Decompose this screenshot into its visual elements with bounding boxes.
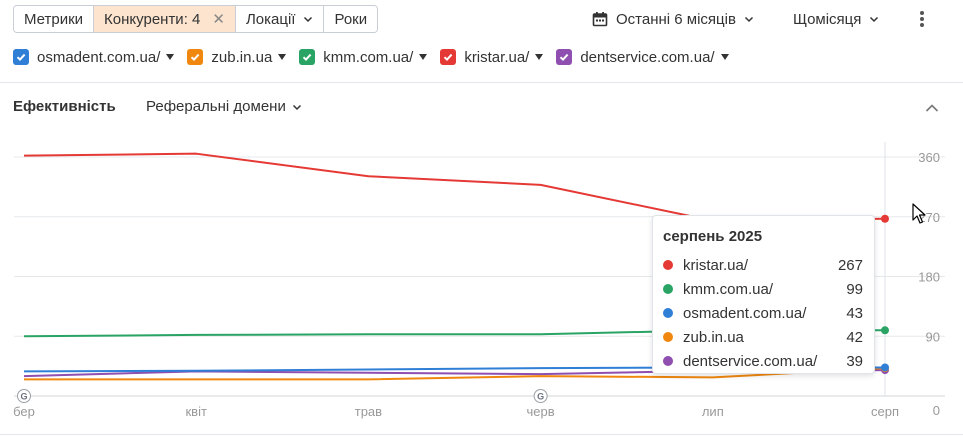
metric-dropdown[interactable]: Реферальні домени — [146, 98, 302, 115]
chevron-down-icon — [870, 16, 879, 23]
more-options-icon[interactable] — [914, 9, 930, 29]
x-tick-label: квіт — [185, 404, 206, 419]
legend-item[interactable]: dentservice.com.ua/ — [556, 48, 729, 66]
checkbox-icon[interactable] — [299, 49, 316, 65]
divider — [0, 434, 963, 435]
checkbox-icon[interactable] — [556, 49, 573, 65]
tooltip-value: 42 — [846, 328, 863, 346]
tooltip-row: kristar.ua/267 — [663, 253, 863, 277]
competitors-label: Конкуренти: 4 — [104, 10, 201, 28]
legend-item[interactable]: kristar.ua/ — [440, 48, 544, 66]
legend-label: osmadent.com.ua/ — [37, 48, 161, 66]
series-line — [23, 152, 886, 222]
chart-tooltip: серпень 2025 kristar.ua/267 kmm.com.ua/99… — [652, 215, 875, 374]
annotation-marker — [533, 389, 548, 403]
tooltip-row: zub.in.ua 42 — [663, 325, 863, 349]
chevron-up-icon[interactable] — [925, 101, 939, 115]
series-dot-icon — [663, 332, 673, 342]
series-dot-icon — [663, 308, 673, 318]
tooltip-value: 39 — [846, 352, 863, 370]
caret-down-icon[interactable] — [278, 54, 287, 60]
interval-dropdown[interactable]: Щомісяця — [793, 5, 879, 33]
y-tick-label: 180 — [918, 270, 940, 285]
checkbox-icon[interactable] — [187, 49, 204, 65]
period-label: Останні 6 місяців — [616, 10, 736, 28]
caret-down-icon[interactable] — [419, 54, 428, 60]
series-point — [881, 326, 889, 335]
close-icon[interactable]: ✕ — [212, 11, 225, 28]
tooltip-series-name: zub.in.ua — [683, 328, 744, 346]
legend-label: zub.in.ua — [211, 48, 273, 66]
legend-item[interactable]: kmm.com.ua/ — [299, 48, 428, 66]
series-dot-icon — [663, 284, 673, 294]
checkbox-icon[interactable] — [13, 49, 29, 65]
series-point — [881, 214, 889, 223]
mouse-cursor-icon — [912, 203, 926, 224]
legend-item[interactable]: zub.in.ua — [187, 48, 287, 66]
tooltip-series-name: osmadent.com.ua/ — [683, 304, 807, 322]
tooltip-title: серпень 2025 — [663, 228, 763, 245]
period-dropdown[interactable]: Останні 6 місяців — [592, 5, 754, 33]
locations-dropdown[interactable]: Локації — [235, 6, 325, 32]
years-button[interactable]: Роки — [324, 6, 378, 32]
annotation-label: G — [537, 392, 544, 402]
section-title: Ефективність — [13, 98, 116, 115]
divider — [0, 82, 963, 83]
x-tick-label: трав — [355, 404, 382, 419]
legend-label: kristar.ua/ — [464, 48, 530, 66]
x-tick-label: лип — [702, 404, 724, 419]
legend-item[interactable]: osmadent.com.ua/ — [13, 48, 175, 66]
competitors-filter[interactable]: Конкуренти: 4 ✕ — [94, 6, 236, 32]
caret-down-icon[interactable] — [720, 54, 729, 60]
tooltip-series-name: kristar.ua/ — [683, 256, 749, 274]
legend-label: dentservice.com.ua/ — [580, 48, 715, 66]
chevron-down-icon — [744, 16, 753, 23]
series-point — [881, 363, 889, 372]
tooltip-row: kmm.com.ua/99 — [663, 277, 863, 301]
interval-label: Щомісяця — [793, 10, 862, 28]
annotation-label: G — [20, 392, 27, 402]
chevron-down-icon — [292, 104, 301, 110]
caret-down-icon[interactable] — [166, 54, 175, 60]
metrics-button[interactable]: Метрики — [14, 6, 95, 32]
chart-legend: osmadent.com.ua/zub.in.ua kmm.com.ua/kris… — [13, 46, 742, 68]
series-dot-icon — [663, 356, 673, 366]
series-dot-icon — [663, 260, 673, 270]
calendar-icon — [592, 12, 608, 27]
y-tick-label: 360 — [918, 150, 940, 165]
caret-down-icon[interactable] — [535, 54, 544, 60]
x-tick-label: черв — [527, 404, 555, 419]
tooltip-row: osmadent.com.ua/43 — [663, 301, 863, 325]
tooltip-value: 43 — [846, 304, 863, 322]
legend-label: kmm.com.ua/ — [323, 48, 414, 66]
tooltip-series-name: dentservice.com.ua/ — [683, 352, 818, 370]
y-tick-label: 0 — [933, 403, 940, 418]
years-label: Роки — [334, 10, 368, 28]
filter-bar: Метрики Конкуренти: 4 ✕ Локації Роки — [13, 5, 379, 33]
chevron-down-icon — [304, 16, 313, 23]
metrics-label: Метрики — [24, 10, 84, 28]
checkbox-icon[interactable] — [440, 49, 457, 65]
x-tick-label: бер — [13, 404, 35, 419]
metric-label: Реферальні домени — [146, 98, 286, 115]
locations-label: Локації — [245, 10, 296, 28]
series-line — [24, 367, 886, 381]
tooltip-value: 267 — [837, 256, 863, 274]
tooltip-series-name: kmm.com.ua/ — [683, 280, 774, 298]
annotation-marker — [17, 389, 31, 403]
x-tick-label: серп — [871, 404, 899, 419]
tooltip-value: 99 — [846, 280, 863, 298]
y-tick-label: 90 — [926, 329, 940, 344]
tooltip-row: dentservice.com.ua/39 — [663, 349, 863, 373]
